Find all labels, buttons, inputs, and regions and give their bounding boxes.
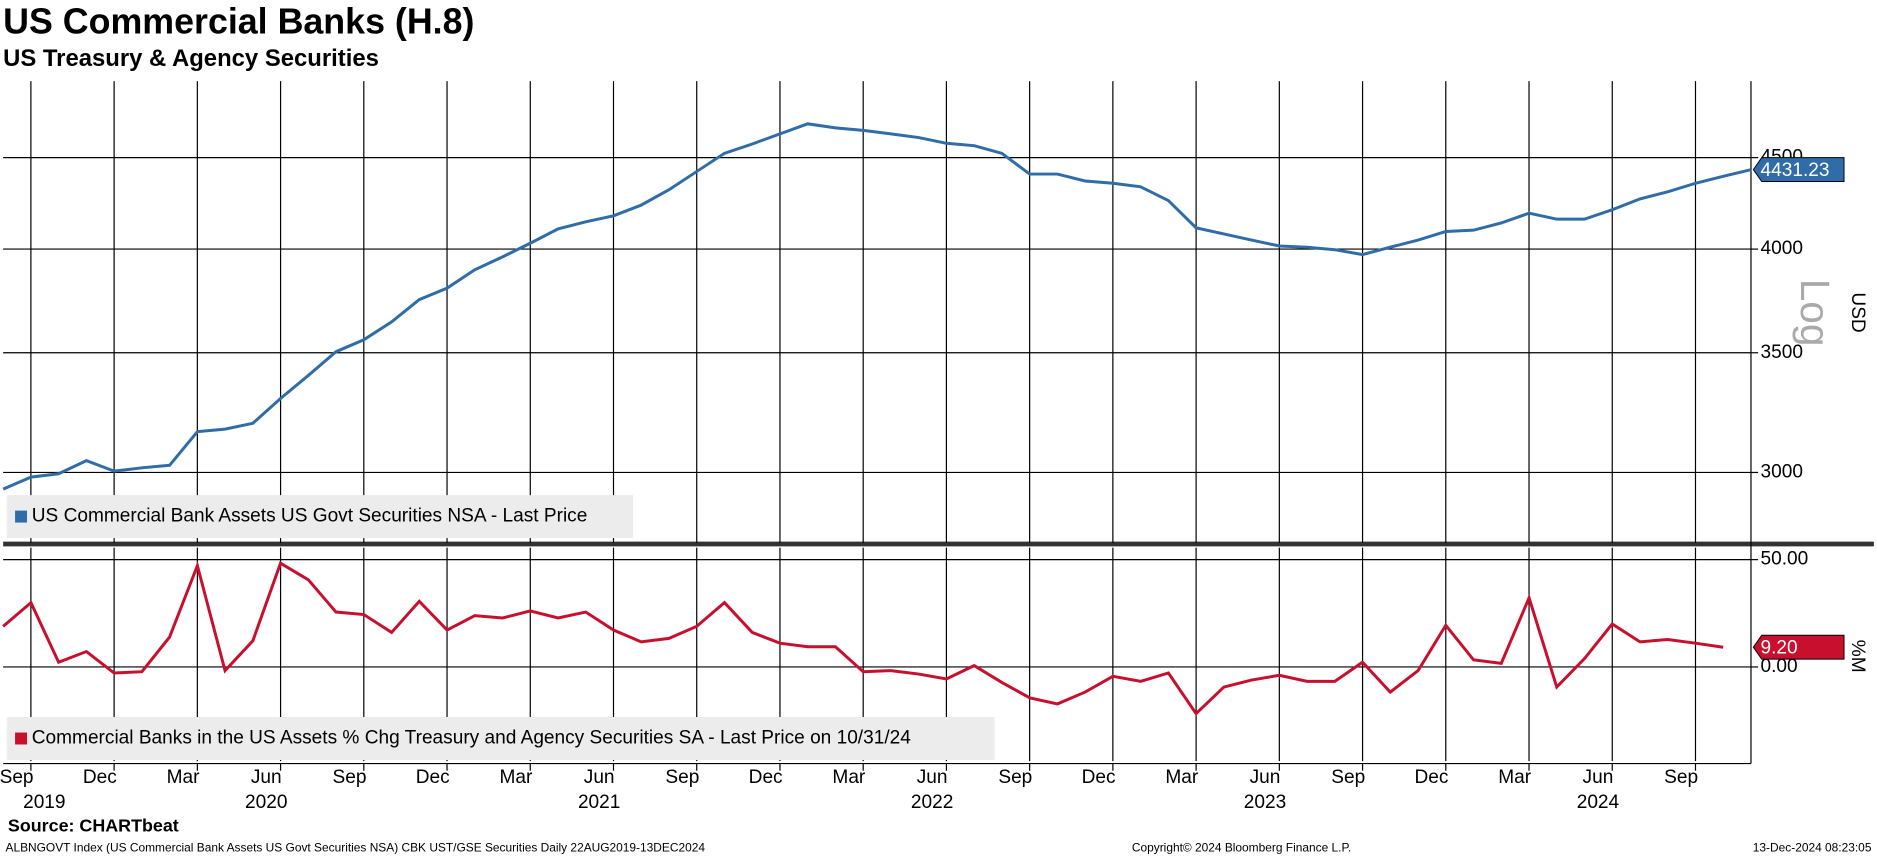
subtitle: US Treasury & Agency Securities [3,45,379,72]
legend-swatch [15,732,28,745]
x-tick-label: Dec [749,767,783,788]
x-year-label: 2019 [23,792,65,813]
x-tick-label: Mar [1498,767,1532,788]
y-tick-label: 3500 [1761,342,1803,363]
y-tick-label: 0.00 [1761,656,1798,677]
x-tick-label: Dec [416,767,450,788]
x-tick-label: Sep [998,767,1032,788]
x-year-label: 2022 [911,792,953,813]
data-line [2,560,1724,716]
legend-label: US Commercial Bank Assets US Govt Securi… [32,506,588,527]
last-value-label: 4431.23 [1761,160,1830,181]
copyright: Copyright© 2024 Bloomberg Finance L.P. [1132,840,1351,854]
ticker: ALBNGOVT Index (US Commercial Bank Asset… [6,840,706,854]
x-tick-label: Dec [1415,767,1449,788]
scale-label: Log [1792,279,1838,347]
timestamp: 13-Dec-2024 08:23:05 [1753,840,1872,854]
x-tick-label: Sep [333,767,367,788]
y-tick-label: 50.00 [1761,549,1809,570]
source: Source: CHARTbeat [8,816,179,836]
x-tick-label: Jun [584,767,615,788]
x-tick-label: Jun [1583,767,1614,788]
x-tick-label: Sep [0,767,34,788]
x-tick-label: Sep [1331,767,1365,788]
x-year-label: 2024 [1577,792,1620,813]
last-value-badge [1752,634,1845,660]
x-tick-label: Sep [665,767,699,788]
y-axis-label: %M [1847,640,1868,673]
x-tick-label: Jun [1250,767,1281,788]
x-year-label: 2020 [245,792,287,813]
x-year-label: 2021 [578,792,620,813]
last-value-badge [1752,157,1845,183]
x-tick-label: Mar [832,767,866,788]
x-tick-label: Dec [83,767,117,788]
title: US Commercial Banks (H.8) [3,1,474,41]
y-tick-label: 4000 [1761,238,1803,259]
y-axis-label: USD [1847,292,1868,332]
data-line [2,122,1752,491]
x-tick-label: Jun [251,767,282,788]
y-tick-label: 3000 [1761,461,1803,482]
x-year-label: 2023 [1244,792,1286,813]
legend-label: Commercial Banks in the US Assets % Chg … [32,728,911,749]
x-tick-label: Mar [500,767,534,788]
x-tick-label: Sep [1664,767,1698,788]
x-tick-label: Mar [167,767,201,788]
x-tick-label: Mar [1165,767,1199,788]
legend-box [6,717,995,760]
x-tick-label: Jun [917,767,948,788]
x-tick-label: Dec [1082,767,1116,788]
last-value-label: 9.20 [1761,637,1798,658]
legend-swatch [15,510,28,523]
legend-box [6,495,634,539]
